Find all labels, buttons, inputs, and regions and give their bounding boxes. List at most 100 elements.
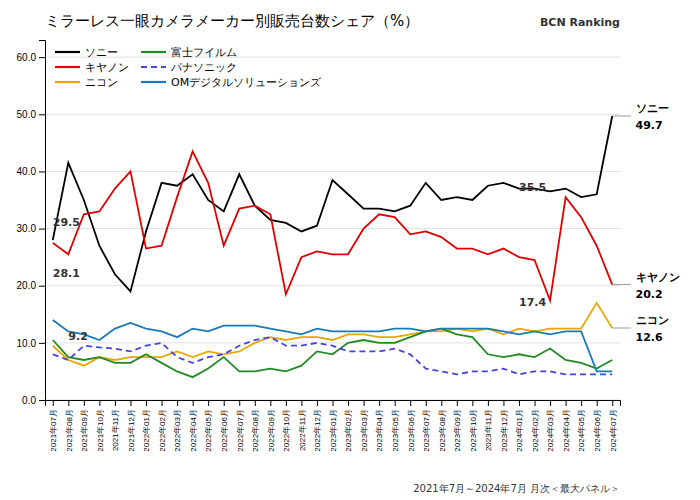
series-line (53, 337, 612, 374)
legend-swatch (55, 81, 80, 83)
y-tick-mark (39, 286, 45, 287)
x-axis-line (46, 401, 621, 407)
annotation: 29.5 (53, 216, 80, 229)
x-tick-mark (535, 400, 536, 406)
x-tick: 2023年10月 (469, 400, 478, 452)
x-tick-mark (193, 400, 194, 406)
x-tick-label: 2023年03月 (360, 409, 369, 452)
legend-label: ソニー (85, 46, 118, 59)
legend-item: ニコン (55, 76, 118, 89)
x-tick: 2022年04月 (189, 400, 198, 452)
x-tick: 2024年01月 (515, 400, 524, 452)
end-label-name: キヤノン (636, 271, 680, 284)
x-tick-label: 2023年09月 (453, 409, 462, 452)
x-tick-label: 2022年07月 (236, 409, 245, 452)
x-tick-label: 2023年12月 (500, 409, 509, 452)
x-tick-mark (53, 400, 54, 406)
x-tick: 2021年07月 (49, 400, 58, 452)
x-axis: 2021年07月2021年08月2021年09月2021年10月2021年11月… (46, 400, 621, 452)
x-tick: 2022年06月 (220, 400, 229, 452)
x-tick: 2022年01月 (142, 400, 151, 452)
x-tick-label: 2022年02月 (158, 409, 167, 452)
x-tick-label: 2023年05月 (391, 409, 400, 452)
x-tick-mark (301, 400, 302, 406)
x-tick-label: 2022年04月 (189, 409, 198, 452)
legend-item: ソニー (55, 46, 118, 59)
x-tick: 2023年12月 (500, 400, 509, 452)
x-tick-label: 2024年04月 (562, 409, 571, 452)
x-tick-mark (503, 400, 504, 406)
annotation: 9.2 (68, 330, 88, 343)
x-tick-label: 2023年01月 (329, 409, 338, 452)
y-tick-label: 0.0 (22, 395, 36, 406)
x-tick: 2023年04月 (375, 400, 384, 452)
legend-label: ニコン (85, 76, 118, 89)
end-labels: ソニー49.7キヤノン20.2ニコン12.6 (612, 102, 679, 344)
y-tick-label: 40.0 (17, 166, 37, 177)
x-tick-mark (488, 400, 489, 406)
y-tick-mark (39, 400, 45, 401)
legend-swatch (55, 51, 80, 53)
x-tick: 2023年01月 (329, 400, 338, 452)
x-tick: 2024年05月 (577, 400, 586, 452)
y-tick: 50.0 (17, 109, 45, 120)
x-tick-label: 2022年03月 (173, 409, 182, 452)
x-tick-label: 2021年07月 (49, 409, 58, 452)
x-tick: 2023年08月 (438, 400, 447, 452)
x-tick: 2024年06月 (593, 400, 602, 452)
x-tick: 2022年03月 (173, 400, 182, 452)
grid-line (45, 114, 620, 115)
x-tick: 2023年07月 (422, 400, 431, 452)
x-tick: 2022年02月 (158, 400, 167, 452)
y-tick-label: 60.0 (17, 52, 37, 63)
x-tick-label: 2023年02月 (344, 409, 353, 452)
x-tick-label: 2021年10月 (96, 409, 105, 452)
x-tick-label: 2022年06月 (220, 409, 229, 452)
logo-text: BCN Ranking (540, 16, 620, 29)
plot: 0.010.020.030.040.050.060.02021年07月2021年… (17, 41, 680, 452)
x-tick-mark (177, 400, 178, 406)
legend-item: 富士フイルム (141, 46, 237, 59)
x-tick-label: 2024年02月 (531, 409, 540, 452)
annotation: 35.5 (519, 181, 546, 194)
x-tick-label: 2023年07月 (422, 409, 431, 452)
annotation: 17.4 (519, 296, 546, 309)
x-tick-label: 2023年11月 (484, 409, 493, 451)
y-axis: 0.010.020.030.040.050.060.0 (17, 41, 46, 406)
y-tick: 40.0 (17, 166, 45, 177)
x-tick: 2024年03月 (546, 400, 555, 452)
x-tick-mark (68, 400, 69, 406)
legend-label: キヤノン (85, 61, 129, 74)
y-tick: 0.0 (22, 395, 45, 406)
x-tick-mark (597, 400, 598, 406)
annotation: 28.1 (53, 267, 80, 280)
end-leader (612, 284, 631, 285)
x-tick-mark (519, 400, 520, 406)
x-tick: 2021年12月 (127, 400, 136, 452)
x-tick-mark (348, 400, 349, 406)
x-tick-mark (130, 400, 131, 406)
title: ミラーレス一眼カメラメーカー別販売台数シェア（%） (45, 12, 419, 30)
x-tick: 2022年05月 (204, 400, 213, 452)
x-tick-mark (239, 400, 240, 406)
x-tick-mark (270, 400, 271, 406)
y-axis-line (39, 41, 46, 401)
y-tick: 20.0 (17, 280, 45, 291)
x-tick: 2021年11月 (111, 400, 120, 451)
x-tick-label: 2022年09月 (267, 409, 276, 452)
subtitle: 2021年7月～2024年7月 月次＜最大パネル＞ (413, 483, 620, 494)
x-tick: 2022年09月 (267, 400, 276, 452)
x-tick-label: 2024年03月 (546, 409, 555, 452)
grid (45, 57, 620, 400)
x-tick: 2023年05月 (391, 400, 400, 452)
x-tick: 2024年04月 (562, 400, 571, 452)
x-tick-label: 2024年06月 (593, 409, 602, 452)
x-tick-mark (395, 400, 396, 406)
end-leader (612, 116, 631, 117)
y-tick-mark (39, 114, 45, 115)
x-tick: 2021年10月 (96, 400, 105, 452)
x-tick-label: 2021年12月 (127, 409, 136, 452)
y-tick: 30.0 (17, 223, 45, 234)
x-tick: 2024年07月 (609, 400, 618, 452)
end-label-value: 12.6 (636, 331, 663, 344)
